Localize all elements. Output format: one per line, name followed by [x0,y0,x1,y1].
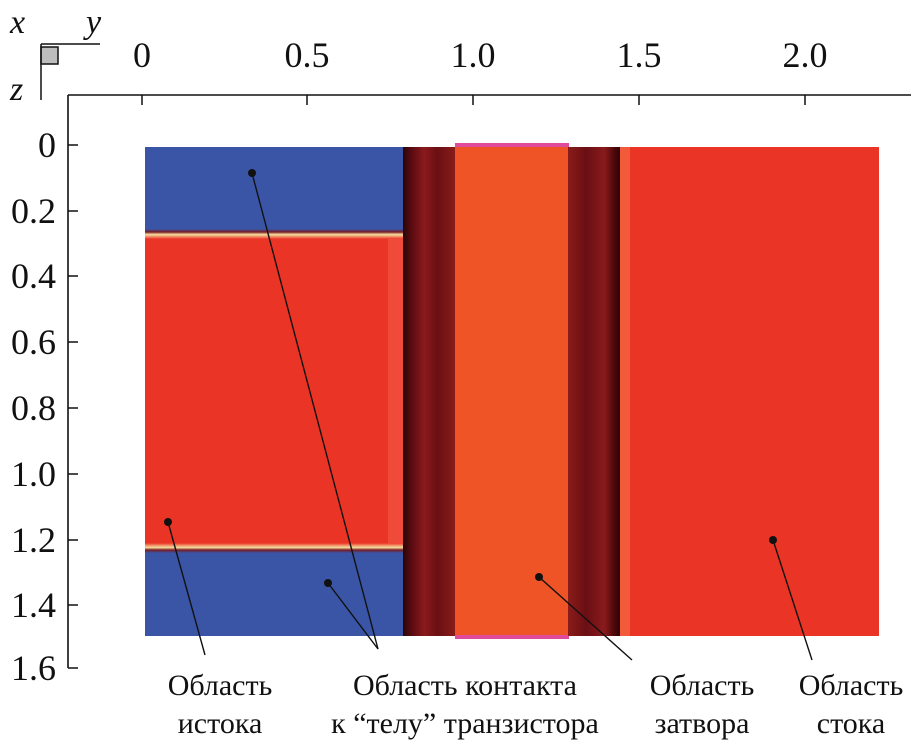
gate-spacer-left [403,147,456,636]
left-tick-label: 0.2 [11,191,56,231]
source-label-line1: Область [168,669,273,702]
top-axis: 0 0.5 1.0 1.5 2.0 [133,35,828,105]
body-contact-label-line1: Область контакта [353,669,577,702]
callout-dot [324,579,332,587]
source-boundary-bottom [145,543,407,553]
gate-spacer-right [568,147,620,636]
gate-edge-top [455,143,569,147]
drain-region [620,147,879,636]
top-tick-label: 1.5 [617,35,662,75]
left-tick-label: 0 [38,125,56,165]
callout-dot [164,518,172,526]
top-tick-label: 0.5 [285,35,330,75]
source-boundary-top [145,229,407,239]
device-map [145,143,879,639]
top-tick-label: 0 [133,35,151,75]
gate-label-line2: затвора [655,707,750,740]
left-tick-label: 0.4 [11,256,56,296]
left-axis: 0 0.2 0.4 0.6 0.8 1.0 1.2 1.4 1.6 [11,125,78,688]
left-tick-label: 1.4 [11,585,56,625]
body-contact-region-bottom [145,552,407,636]
origin-square [40,46,59,65]
source-label-line2: истока [178,707,263,740]
left-tick-label: 0.8 [11,388,56,428]
left-tick-label: 1.2 [11,520,56,560]
axis-orientation-icon: x y z [9,4,102,108]
drain-label-line2: стока [817,707,885,740]
left-tick-label: 1.0 [11,454,56,494]
drain-label-line1: Область [799,669,904,702]
callout-dot [248,169,256,177]
source-region [145,231,407,552]
x-axis-letter: x [9,4,25,41]
source-edge [388,239,404,544]
left-tick-label: 0.6 [11,322,56,362]
callout-dot [769,536,777,544]
body-contact-region-top [145,147,407,231]
gate-label-line1: Область [650,669,755,702]
top-tick-label: 1.0 [451,35,496,75]
callout-leaders [164,169,813,661]
body-contact-label-line2: к “телу” транзистора [331,707,599,740]
z-axis-letter: z [9,71,23,108]
y-axis-letter: y [83,4,102,41]
callout-labels: Область истока Область контакта к “телу”… [168,669,904,740]
gate-edge-bottom [455,635,569,639]
drain-edge [620,147,630,636]
callout-dot [535,573,543,581]
gate-region [455,145,569,638]
top-tick-label: 2.0 [783,35,828,75]
left-tick-label: 1.6 [11,648,56,688]
